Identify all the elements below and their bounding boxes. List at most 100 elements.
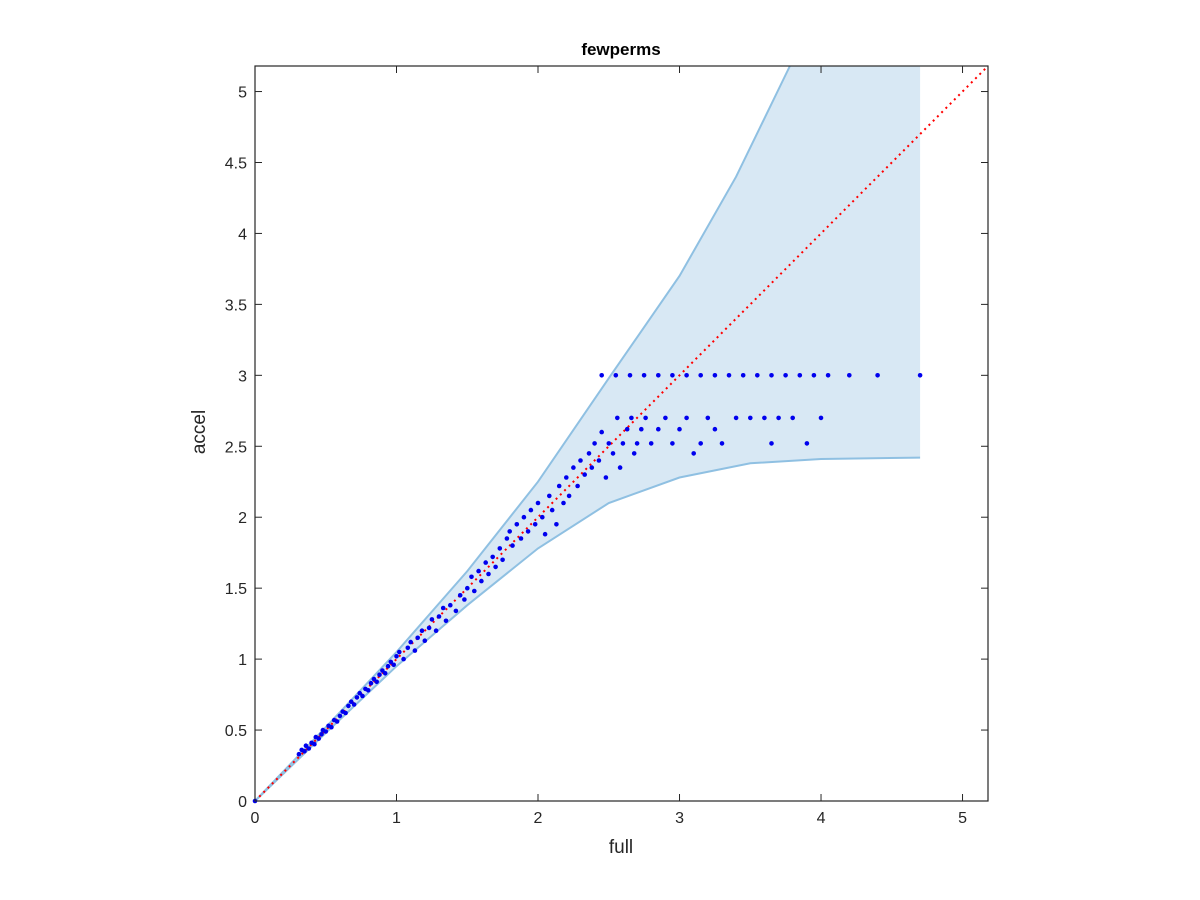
data-point <box>483 560 489 565</box>
data-point <box>507 529 512 534</box>
data-point <box>561 500 566 506</box>
data-point <box>429 617 435 622</box>
data-point <box>365 688 371 693</box>
data-point <box>556 483 562 489</box>
data-point <box>691 451 696 456</box>
data-point <box>712 426 718 432</box>
data-point <box>719 441 725 446</box>
data-point <box>465 585 470 591</box>
x-tick-label: 1 <box>392 810 401 827</box>
data-point <box>755 373 760 378</box>
data-point <box>629 415 634 421</box>
data-point <box>472 588 477 594</box>
data-point <box>610 451 616 456</box>
data-point <box>542 531 548 537</box>
data-point <box>371 676 377 682</box>
data-point <box>401 656 406 662</box>
data-point <box>599 429 604 435</box>
data-point <box>571 465 576 470</box>
data-point <box>875 373 880 378</box>
data-point <box>391 662 397 668</box>
x-tick-label: 5 <box>958 810 967 827</box>
data-point <box>368 680 374 686</box>
data-point <box>670 373 675 378</box>
data-point <box>486 571 491 577</box>
data-point <box>302 749 307 754</box>
y-tick-label: 2.5 <box>225 439 247 456</box>
data-point <box>575 483 580 489</box>
data-point <box>497 546 503 551</box>
data-point <box>521 514 527 520</box>
data-point <box>357 690 363 696</box>
data-point <box>818 415 824 421</box>
data-point <box>528 507 534 513</box>
data-point <box>296 751 302 757</box>
y-tick-label: 1 <box>238 652 247 669</box>
data-point <box>790 415 795 421</box>
data-point <box>540 514 545 520</box>
data-point <box>698 441 703 446</box>
data-point <box>351 702 357 707</box>
data-point <box>712 373 718 378</box>
data-point <box>343 710 348 716</box>
data-point <box>388 659 394 665</box>
reference-line <box>254 65 989 802</box>
data-point <box>518 536 524 541</box>
confidence-band <box>254 65 921 802</box>
data-point <box>500 557 505 563</box>
data-point <box>323 729 329 734</box>
data-point <box>525 529 531 534</box>
x-tick-label: 4 <box>817 810 826 827</box>
y-axis-ticks: 0 0.5 1 1.5 2 2.5 3 3.5 4 4.5 5 <box>225 85 988 811</box>
data-point <box>334 719 340 724</box>
band-area <box>255 66 921 801</box>
band-lower-edge <box>254 456 921 802</box>
data-point <box>360 693 365 699</box>
y-tick-label: 3.5 <box>225 297 247 314</box>
data-point <box>705 415 711 421</box>
data-point <box>643 415 648 421</box>
data-point <box>419 628 425 633</box>
data-point <box>624 426 630 432</box>
data-point <box>408 639 414 645</box>
data-point <box>615 415 620 421</box>
data-point <box>354 695 360 700</box>
data-point <box>457 593 463 598</box>
y-tick-label: 4.5 <box>225 155 247 172</box>
data-point <box>740 373 746 378</box>
data-point <box>422 638 428 643</box>
data-point <box>776 415 781 421</box>
data-point <box>589 465 595 470</box>
data-point <box>677 426 682 432</box>
data-point <box>535 500 541 506</box>
data-point <box>684 373 689 378</box>
data-point <box>564 475 569 480</box>
data-point <box>490 554 496 560</box>
y-tick-label: 0.5 <box>225 723 247 740</box>
data-point <box>684 415 689 421</box>
data-point <box>440 605 446 611</box>
data-point <box>319 732 324 737</box>
data-point <box>316 736 322 741</box>
data-point <box>599 373 604 378</box>
data-point <box>394 654 399 659</box>
data-point <box>578 458 583 463</box>
data-point <box>592 441 597 446</box>
data-point <box>382 671 388 676</box>
data-point <box>762 415 767 421</box>
chart-title: fewperms <box>581 40 660 59</box>
data-point <box>476 568 481 574</box>
data-point <box>479 578 484 584</box>
data-point <box>769 441 774 446</box>
data-point <box>510 543 515 548</box>
data-point <box>346 703 351 709</box>
data-point <box>804 441 810 446</box>
data-point <box>374 679 380 685</box>
data-point <box>412 648 418 653</box>
data-point <box>613 373 619 378</box>
data-point <box>698 373 703 378</box>
data-point <box>385 663 391 669</box>
data-point <box>663 415 668 421</box>
data-point <box>348 699 354 704</box>
